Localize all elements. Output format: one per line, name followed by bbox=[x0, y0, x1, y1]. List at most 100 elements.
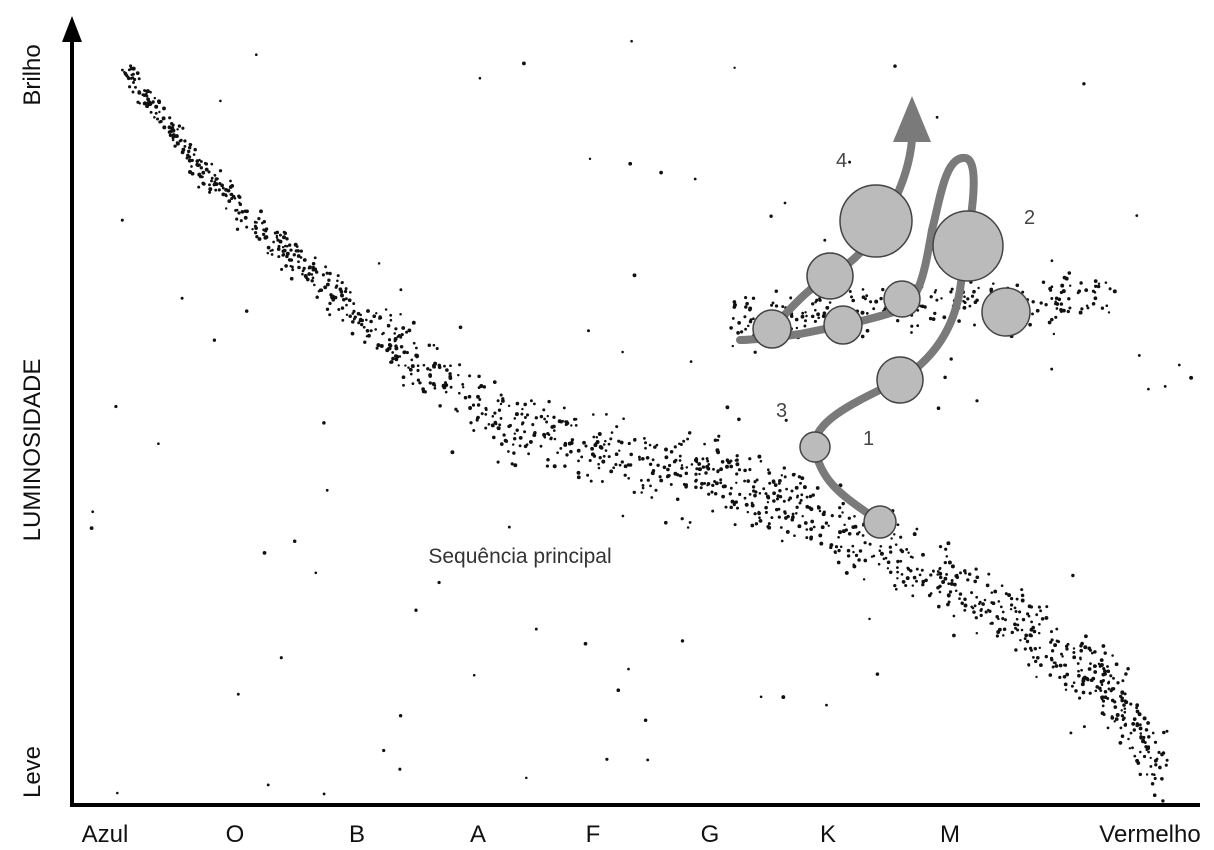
star-dot bbox=[614, 462, 618, 467]
star-dot bbox=[772, 491, 776, 496]
star-dot bbox=[145, 94, 149, 98]
star-dot bbox=[940, 297, 943, 300]
star-dot bbox=[398, 714, 403, 718]
star-dot bbox=[1031, 300, 1035, 304]
star-dot bbox=[846, 548, 851, 553]
star-dot bbox=[929, 573, 933, 577]
star-dot bbox=[784, 516, 788, 520]
star-dot bbox=[605, 413, 608, 416]
star-dot bbox=[748, 493, 752, 496]
star-dot bbox=[699, 486, 703, 490]
star-dot bbox=[936, 406, 941, 411]
star-dot bbox=[181, 147, 186, 152]
star-dot bbox=[1124, 672, 1128, 676]
star-dot bbox=[1072, 647, 1076, 650]
star-dot bbox=[967, 572, 972, 576]
star-dot bbox=[1028, 322, 1032, 327]
star-dot bbox=[733, 66, 736, 70]
star-dot bbox=[1065, 647, 1069, 651]
star-dot bbox=[968, 304, 972, 308]
star-dot bbox=[313, 256, 317, 260]
star-dot bbox=[759, 459, 763, 463]
star-dot bbox=[181, 126, 185, 130]
star-dot bbox=[770, 516, 774, 520]
star-dot bbox=[752, 317, 755, 321]
star-dot bbox=[1099, 658, 1104, 662]
star-dot bbox=[938, 544, 943, 549]
star-dot bbox=[168, 116, 172, 120]
star-dot bbox=[476, 394, 480, 399]
star-dot bbox=[543, 435, 547, 439]
star-dot bbox=[321, 273, 325, 277]
star-dot bbox=[514, 412, 519, 417]
star-dot bbox=[973, 323, 976, 327]
star-dot bbox=[993, 589, 998, 594]
star-dot bbox=[1010, 630, 1014, 635]
star-dot bbox=[868, 542, 872, 546]
star-dot bbox=[865, 328, 870, 333]
star-dot bbox=[428, 381, 432, 385]
star-dot bbox=[405, 330, 409, 334]
star-dot bbox=[302, 269, 305, 272]
star-dot bbox=[680, 466, 684, 470]
star-dot bbox=[751, 485, 756, 489]
star-dot bbox=[703, 442, 706, 446]
star-dot bbox=[1029, 605, 1034, 609]
star-dot bbox=[199, 175, 202, 178]
star-dot bbox=[921, 552, 925, 557]
star-dot bbox=[962, 305, 967, 310]
star-dot bbox=[1078, 696, 1082, 700]
star-dot bbox=[879, 544, 883, 548]
star-dot bbox=[1039, 609, 1043, 613]
star-dot bbox=[410, 364, 415, 369]
star-dot bbox=[805, 495, 809, 499]
star-dot bbox=[943, 375, 947, 380]
star-dot bbox=[639, 478, 643, 482]
star-dot bbox=[336, 279, 339, 283]
star-dot bbox=[783, 511, 787, 515]
star-dot bbox=[1081, 690, 1086, 695]
star-dot bbox=[1039, 301, 1043, 305]
star-dot bbox=[811, 493, 815, 497]
star-dot bbox=[468, 406, 473, 410]
star-dot bbox=[484, 408, 488, 412]
star-dot bbox=[145, 89, 150, 94]
star-dot bbox=[284, 264, 288, 268]
star-dot bbox=[1093, 296, 1098, 301]
star-dot bbox=[794, 317, 799, 322]
star-dot bbox=[120, 68, 124, 72]
star-dot bbox=[711, 509, 715, 513]
star-dot bbox=[393, 354, 398, 358]
star-dot bbox=[1049, 640, 1053, 644]
star-dot bbox=[283, 244, 287, 248]
star-dot bbox=[1084, 634, 1088, 639]
star-dot bbox=[403, 350, 407, 354]
star-dot bbox=[347, 298, 352, 303]
star-dot bbox=[739, 330, 744, 334]
star-dot bbox=[794, 485, 799, 490]
star-dot bbox=[149, 90, 152, 94]
star-dot bbox=[690, 463, 694, 466]
star-dot bbox=[1072, 655, 1077, 660]
star-dot bbox=[769, 214, 773, 218]
star-dot bbox=[155, 117, 160, 121]
star-dot bbox=[137, 77, 141, 81]
star-dot bbox=[1135, 723, 1140, 728]
star-dot bbox=[851, 544, 855, 548]
star-dot bbox=[212, 338, 217, 342]
star-dot bbox=[257, 216, 261, 221]
star-dot bbox=[720, 459, 725, 464]
star-dot bbox=[1121, 718, 1125, 722]
star-dot bbox=[1135, 709, 1140, 714]
star-dot bbox=[958, 597, 961, 600]
star-dot bbox=[570, 424, 573, 427]
star-dot bbox=[1097, 282, 1101, 285]
star-dot bbox=[732, 503, 736, 507]
star-dot bbox=[1103, 690, 1108, 694]
star-dot bbox=[1088, 691, 1092, 695]
star-dot bbox=[949, 290, 953, 294]
star-dot bbox=[394, 344, 398, 348]
star-dot bbox=[409, 372, 413, 376]
star-dot bbox=[1093, 279, 1098, 283]
star-dot bbox=[1092, 664, 1097, 668]
